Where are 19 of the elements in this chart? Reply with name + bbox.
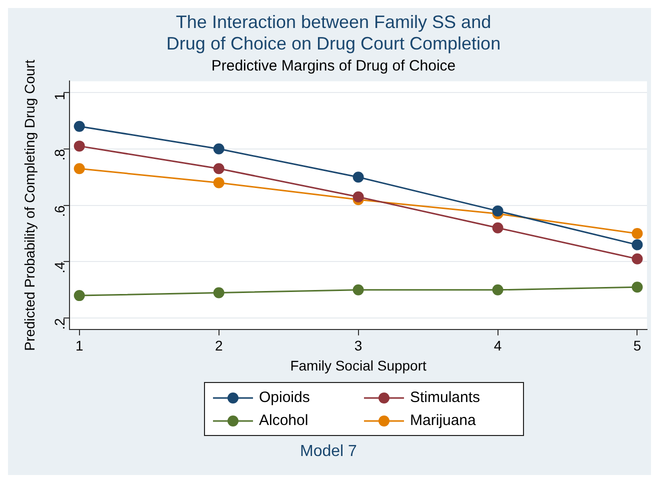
legend-label: Stimulants bbox=[410, 389, 480, 406]
x-tick-label: 4 bbox=[494, 338, 502, 354]
y-tick-label: .2 bbox=[51, 318, 68, 330]
y-tick-label: .6 bbox=[51, 205, 68, 217]
y-tick-label: 1 bbox=[51, 92, 68, 100]
legend-label: Opioids bbox=[259, 389, 310, 406]
x-tick-label: 5 bbox=[633, 338, 642, 354]
y-tick-label: .8 bbox=[51, 148, 68, 161]
chart-title: The Interaction between Family SS and Drug of Choice on Drug Court Completion bbox=[166, 12, 501, 54]
legend-label: Alcohol bbox=[259, 412, 308, 429]
y-axis-title: Predicted Probability of Completing Drug Court bbox=[21, 60, 38, 351]
y-tick-label: .4 bbox=[51, 262, 68, 274]
x-axis-title: Family Social Support bbox=[290, 357, 426, 374]
x-tick-label: 2 bbox=[214, 338, 223, 354]
chart-subtitle: Predictive Margins of Drug of Choice bbox=[211, 57, 456, 74]
text: Model 7 bbox=[299, 443, 358, 461]
legend-label: Marijuana bbox=[410, 412, 476, 429]
x-tick-label: 3 bbox=[354, 338, 362, 354]
x-tick-label: 1 bbox=[75, 338, 84, 354]
